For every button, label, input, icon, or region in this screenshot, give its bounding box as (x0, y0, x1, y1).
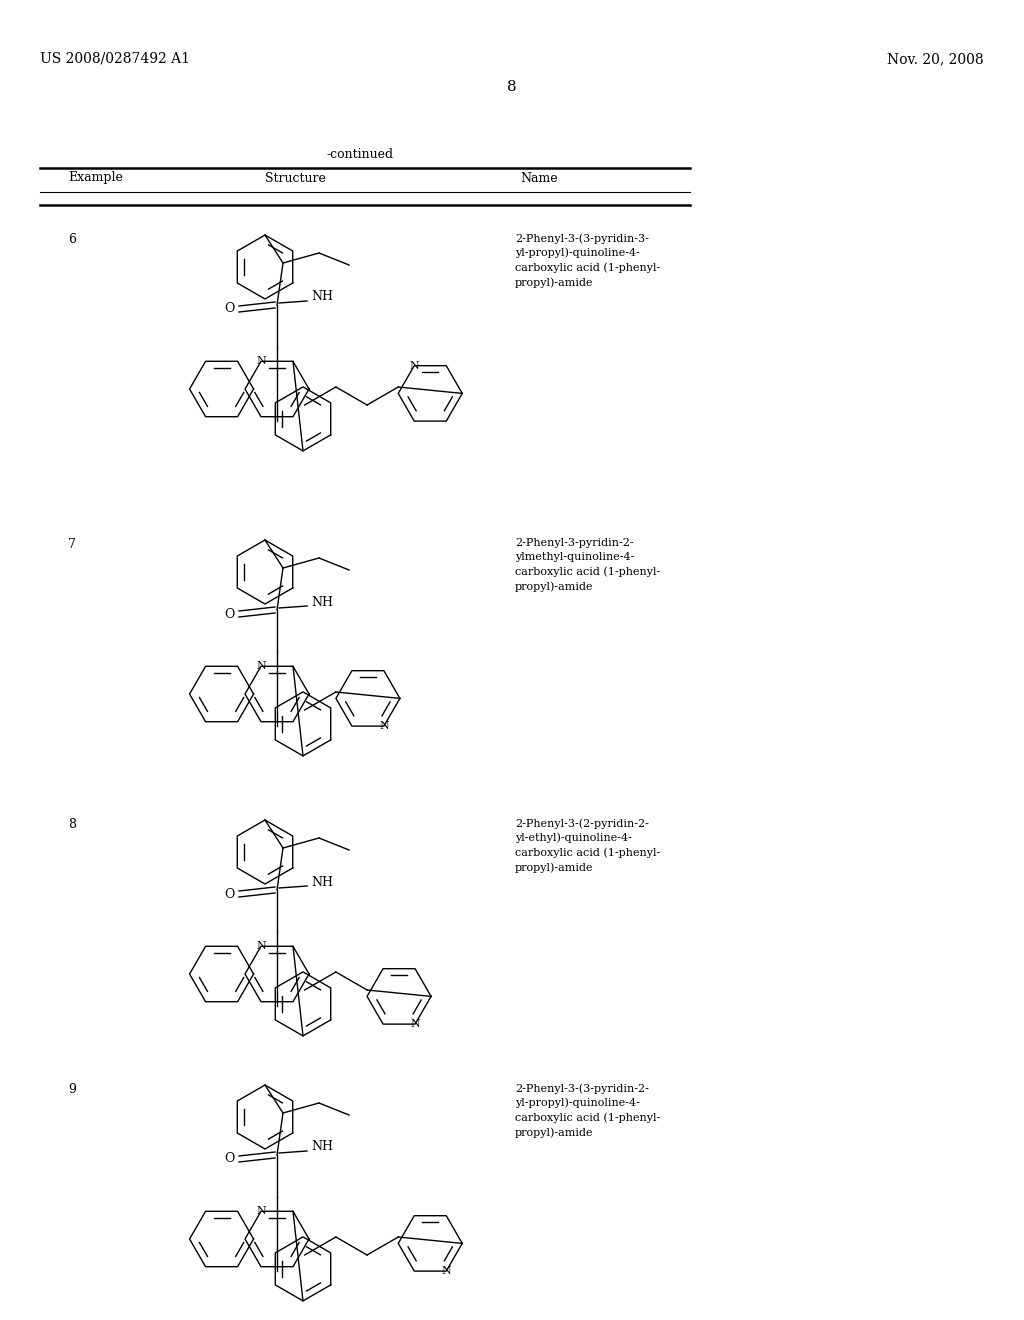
Text: N: N (411, 1019, 420, 1030)
Text: O: O (224, 887, 234, 900)
Text: N: N (441, 1266, 452, 1276)
Text: 9: 9 (68, 1082, 76, 1096)
Text: N: N (410, 360, 419, 371)
Text: 2-Phenyl-3-pyridin-2-
ylmethyl-quinoline-4-
carboxylic acid (1-phenyl-
propyl)-a: 2-Phenyl-3-pyridin-2- ylmethyl-quinoline… (515, 539, 660, 591)
Text: Name: Name (520, 172, 558, 185)
Text: N: N (379, 721, 389, 731)
Text: NH: NH (311, 875, 333, 888)
Text: NH: NH (311, 595, 333, 609)
Text: O: O (224, 607, 234, 620)
Text: O: O (224, 302, 234, 315)
Text: NH: NH (311, 1140, 333, 1154)
Text: 7: 7 (68, 539, 76, 550)
Text: N: N (256, 356, 266, 366)
Text: 2-Phenyl-3-(2-pyridin-2-
yl-ethyl)-quinoline-4-
carboxylic acid (1-phenyl-
propy: 2-Phenyl-3-(2-pyridin-2- yl-ethyl)-quino… (515, 818, 660, 873)
Text: 8: 8 (507, 81, 517, 94)
Text: 2-Phenyl-3-(3-pyridin-2-
yl-propyl)-quinoline-4-
carboxylic acid (1-phenyl-
prop: 2-Phenyl-3-(3-pyridin-2- yl-propyl)-quin… (515, 1082, 660, 1138)
Text: Nov. 20, 2008: Nov. 20, 2008 (888, 51, 984, 66)
Text: N: N (256, 661, 266, 672)
Text: US 2008/0287492 A1: US 2008/0287492 A1 (40, 51, 190, 66)
Text: O: O (224, 1152, 234, 1166)
Text: N: N (256, 941, 266, 952)
Text: N: N (256, 1206, 266, 1216)
Text: -continued: -continued (327, 148, 393, 161)
Text: NH: NH (311, 290, 333, 304)
Text: Structure: Structure (264, 172, 326, 185)
Text: 8: 8 (68, 818, 76, 832)
Text: Example: Example (68, 172, 123, 185)
Text: 6: 6 (68, 234, 76, 246)
Text: 2-Phenyl-3-(3-pyridin-3-
yl-propyl)-quinoline-4-
carboxylic acid (1-phenyl-
prop: 2-Phenyl-3-(3-pyridin-3- yl-propyl)-quin… (515, 234, 660, 288)
